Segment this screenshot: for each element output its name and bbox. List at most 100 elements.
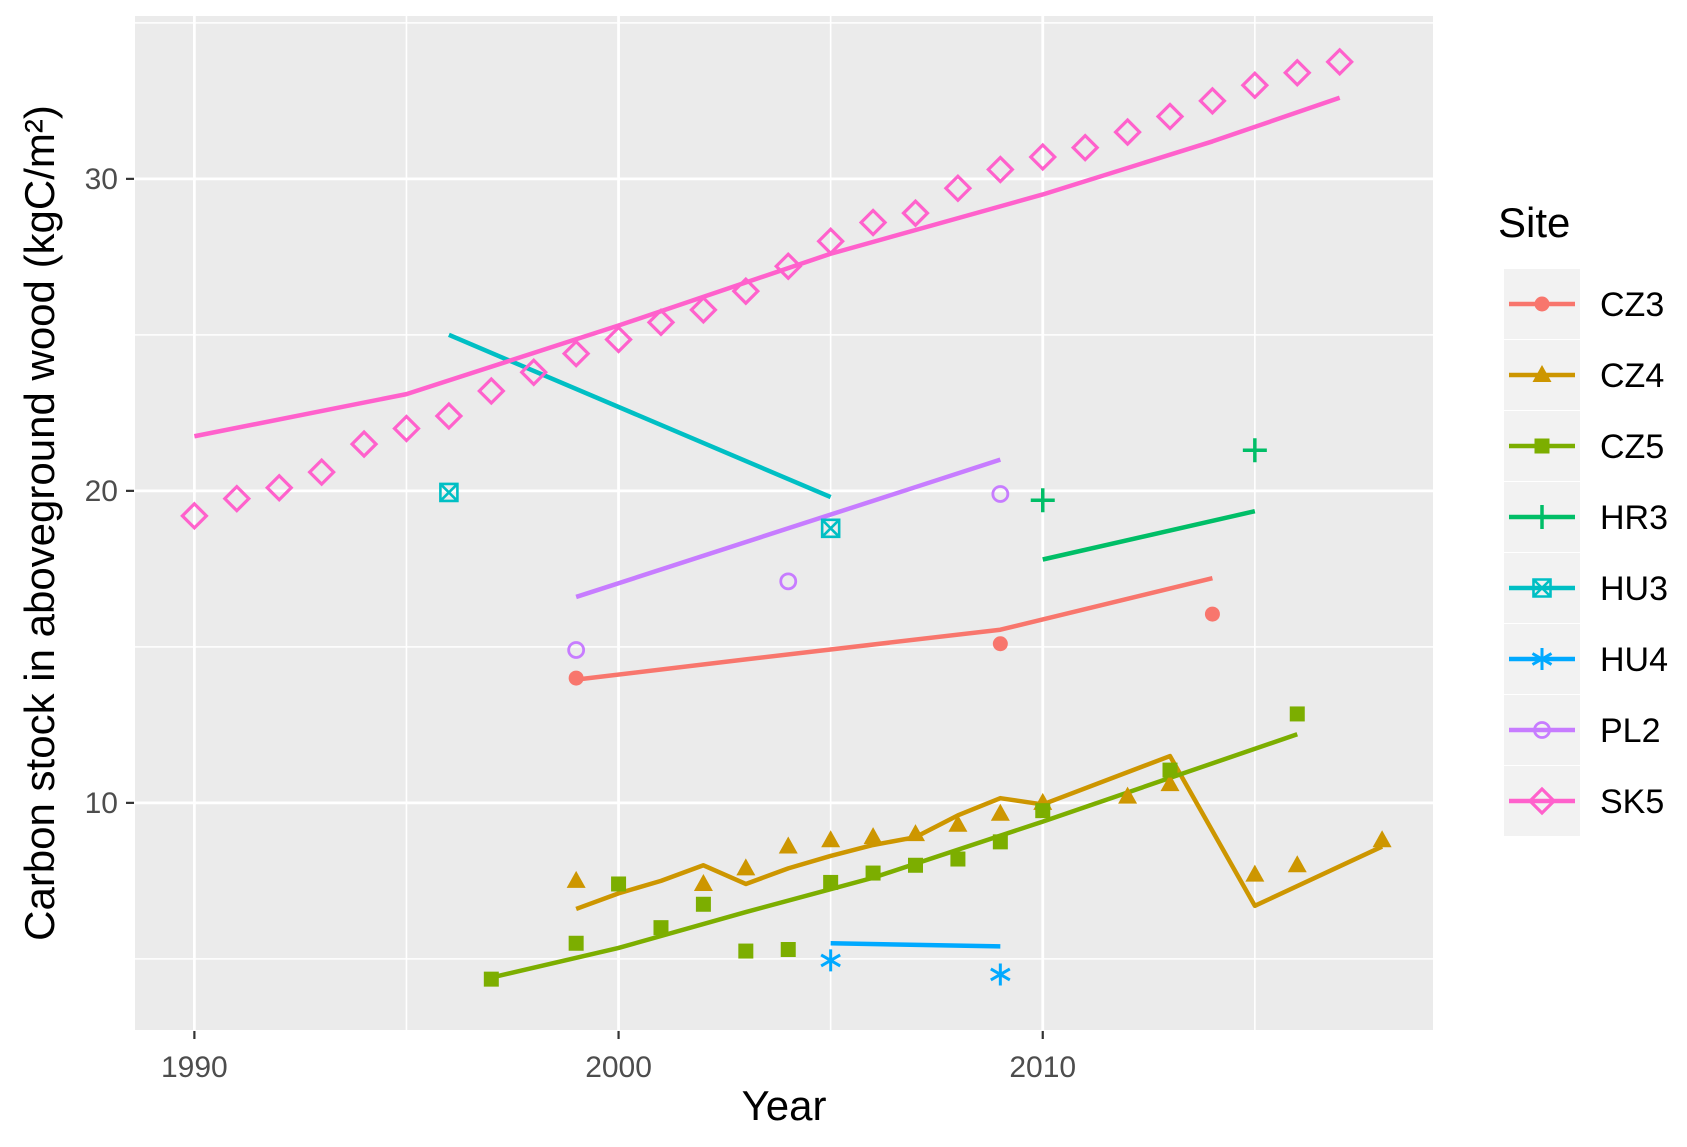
- CZ5-point: [1289, 706, 1305, 722]
- CZ4-point: [990, 803, 1010, 821]
- HU3-point: [439, 482, 459, 503]
- CZ5-point: [823, 874, 839, 890]
- SK5-point: [1155, 102, 1185, 131]
- legend-key-marker-CZ5: [1534, 438, 1550, 454]
- legend-key-marker-PL2: [1533, 721, 1551, 739]
- legend-key-marker-CZ4: [1532, 365, 1552, 382]
- y-tick-label-20: 20: [85, 475, 118, 508]
- CZ4-point: [821, 830, 841, 848]
- HU4-point: [820, 949, 841, 972]
- x-axis-title: Year: [741, 1082, 827, 1129]
- CZ5-point: [568, 935, 584, 951]
- CZ4-point: [1287, 855, 1307, 873]
- SK5-point: [349, 429, 379, 459]
- CZ5-point: [611, 876, 627, 892]
- CZ5-point: [1035, 803, 1051, 819]
- SK5-point: [1240, 71, 1270, 100]
- SK5-point: [561, 339, 591, 368]
- CZ4-trend-line: [575, 753, 1384, 912]
- SK5-point: [604, 325, 633, 354]
- legend-label-HU3: HU3: [1600, 570, 1668, 608]
- y-tick-label-30: 30: [85, 163, 118, 196]
- SK5-point: [1113, 117, 1142, 147]
- HU4-point: [990, 963, 1011, 986]
- CZ4-point: [566, 870, 586, 888]
- HU3-point: [820, 518, 841, 539]
- CZ5-point: [907, 857, 923, 873]
- y-axis-title: Carbon stock in aboveground wood (kgC/m²…: [16, 105, 63, 941]
- SK5-point: [180, 501, 209, 531]
- SK5-point: [986, 155, 1015, 184]
- legend-key-marker-HU4: [1531, 648, 1553, 670]
- CZ5-point: [780, 942, 796, 958]
- legend-label-HR3: HR3: [1600, 499, 1668, 537]
- CZ5-point: [992, 834, 1008, 850]
- SK5-point: [1198, 86, 1227, 116]
- CZ5-point: [695, 896, 711, 912]
- legend-label-CZ5: CZ5: [1600, 428, 1664, 466]
- PL2-point: [567, 641, 586, 659]
- CZ5-point: [483, 971, 499, 987]
- HR3-point: [1242, 438, 1267, 463]
- CZ4-point: [1245, 864, 1265, 882]
- HU4-trend-line: [830, 941, 1001, 949]
- HR3-trend-line: [1042, 508, 1256, 562]
- SK5-point: [392, 414, 421, 443]
- legend-key-marker-CZ3: [1534, 296, 1550, 312]
- legend-key-marker-HU3: [1532, 578, 1552, 598]
- SK5-point: [816, 227, 845, 256]
- y-tick-label-10: 10: [85, 787, 118, 820]
- CZ4-point: [693, 873, 713, 891]
- SK5-point: [519, 358, 548, 387]
- SK5-point: [222, 484, 252, 513]
- SK5-point: [434, 401, 464, 431]
- SK5-point: [731, 276, 761, 306]
- CZ5-point: [653, 920, 669, 936]
- SK5-point: [901, 198, 930, 228]
- legend-title: Site: [1498, 199, 1570, 246]
- SK5-point: [689, 295, 718, 325]
- plot-panel: [135, 16, 1433, 1030]
- SK5-point: [773, 251, 803, 281]
- legend-label-SK5: SK5: [1600, 783, 1664, 821]
- CZ4-point: [948, 814, 968, 832]
- legend-label-CZ3: CZ3: [1600, 286, 1664, 324]
- legend-label-HU4: HU4: [1600, 641, 1668, 679]
- CZ5-point: [865, 865, 881, 881]
- CZ3-point: [1204, 606, 1220, 622]
- CZ4-point: [1372, 830, 1392, 848]
- x-tick-label-2000: 2000: [585, 1051, 652, 1084]
- CZ5-point: [1162, 762, 1178, 778]
- x-tick-label-2010: 2010: [1009, 1051, 1076, 1084]
- CZ4-point: [736, 858, 756, 876]
- SK5-point: [943, 173, 973, 203]
- SK5-point: [1282, 58, 1312, 88]
- legend-label-PL2: PL2: [1600, 712, 1661, 750]
- CZ5-point: [950, 851, 966, 867]
- SK5-point: [477, 376, 506, 406]
- CZ3-trend-line: [575, 576, 1213, 682]
- CZ5-point: [738, 943, 754, 959]
- legend-key-marker-SK5: [1527, 786, 1557, 816]
- PL2-point: [779, 572, 798, 591]
- CZ4-point: [1118, 786, 1138, 804]
- x-tick-label-1990: 1990: [161, 1051, 228, 1084]
- legend-key-marker-HR3: [1530, 505, 1554, 529]
- CZ4-point: [1160, 774, 1180, 792]
- CZ3-point: [992, 636, 1008, 652]
- SK5-point: [646, 308, 676, 337]
- SK5-point: [1325, 47, 1354, 77]
- SK5-point: [264, 473, 294, 503]
- SK5-point: [1028, 142, 1058, 172]
- SK5-point: [307, 457, 336, 487]
- PL2-point: [991, 485, 1010, 503]
- legend-label-CZ4: CZ4: [1600, 357, 1664, 395]
- CZ3-point: [568, 670, 584, 686]
- HR3-point: [1030, 488, 1055, 513]
- CZ4-point: [863, 827, 883, 845]
- PL2-trend-line: [575, 457, 1002, 600]
- CZ4-point: [778, 836, 798, 854]
- SK5-point: [1070, 133, 1100, 162]
